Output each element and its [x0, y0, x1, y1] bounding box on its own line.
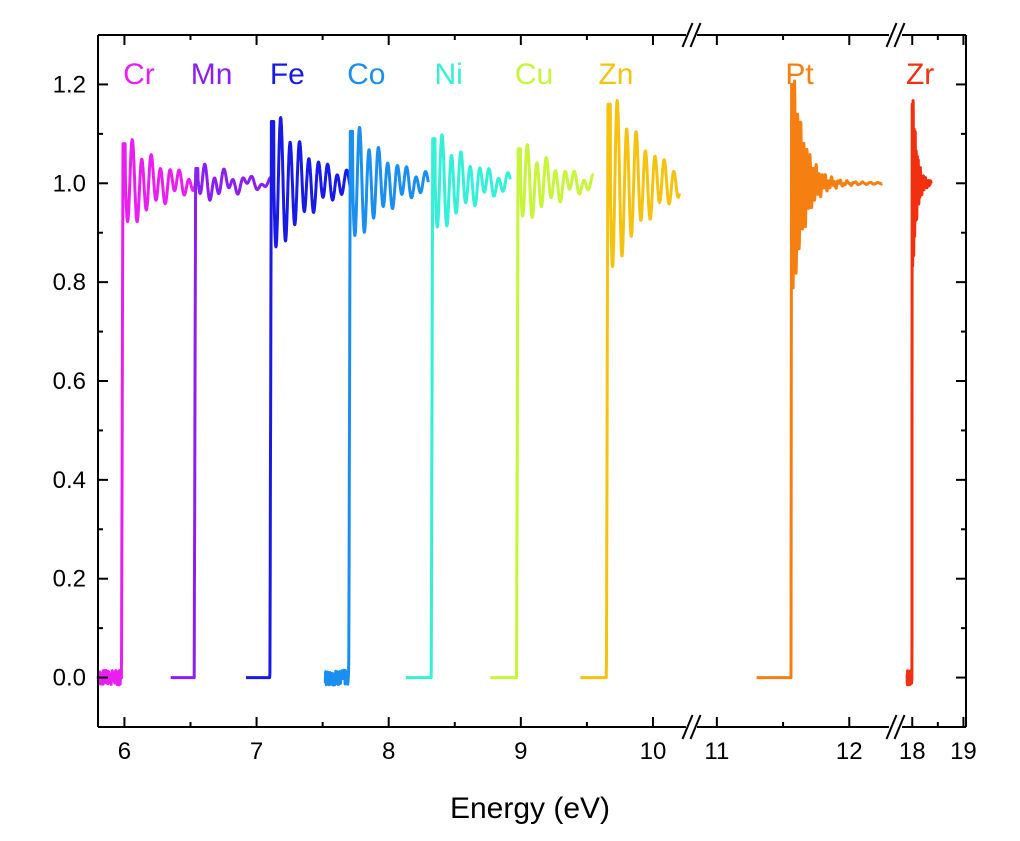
series-label-ni: Ni [435, 58, 463, 91]
x-tick-label: 12 [836, 738, 863, 765]
y-tick-label: 0.4 [53, 467, 86, 494]
x-tick-label: 7 [250, 738, 263, 765]
axis-break-mark [681, 714, 694, 740]
series-labels: Cr Mn Fe Co Ni Cu Zn Pt Zr [123, 58, 934, 91]
x-tick-label: 19 [950, 738, 977, 765]
series-label-zn: Zn [598, 58, 633, 91]
y-tick-label: 0.2 [53, 566, 86, 593]
series-line-mn [169, 162, 274, 680]
series-label-co: Co [347, 58, 385, 91]
series-label-cr: Cr [123, 58, 155, 91]
axis-break-mark [893, 22, 906, 48]
x-tick-label: 9 [514, 738, 527, 765]
series-line-cu [489, 143, 595, 680]
x-tick-label: 18 [899, 738, 926, 765]
series-label-zr: Zr [906, 58, 934, 91]
series-label-mn: Mn [191, 58, 233, 91]
x-tick-label: 10 [640, 738, 667, 765]
x-tick-label: 6 [118, 738, 131, 765]
x-tick-label: 11 [704, 738, 729, 765]
y-tick-label: 1.2 [53, 71, 86, 98]
series-line-co [323, 126, 430, 687]
x-tick-label: 8 [382, 738, 395, 765]
series-curves [96, 79, 933, 687]
series-label-fe: Fe [270, 58, 305, 91]
axis-break-mark [689, 22, 702, 48]
y-axis: 0.0 0.2 0.4 0.6 0.8 1.0 1.2 [53, 71, 966, 692]
series-line-zr [905, 99, 933, 687]
series-line-pt [755, 79, 884, 680]
x-axis: 6 7 8 9 10 11 12 18 19 [118, 35, 977, 765]
y-tick-label: 0.6 [53, 368, 86, 395]
series-line-ni [404, 133, 512, 680]
series-line-cr [96, 138, 199, 687]
series-label-cu: Cu [515, 58, 553, 91]
series-line-zn [579, 99, 681, 680]
y-tick-label: 0.8 [53, 269, 86, 296]
axis-break-mark [885, 714, 898, 740]
axis-break-mark [689, 714, 702, 740]
axis-break-mark [681, 22, 694, 48]
plot-frame [97, 22, 967, 740]
series-line-fe [244, 116, 353, 680]
x-axis-title: Energy (eV) [450, 792, 610, 825]
axis-break-mark [893, 714, 906, 740]
y-tick-label: 1.0 [53, 170, 86, 197]
y-tick-label: 0.0 [53, 665, 86, 692]
axis-break-mark [885, 22, 898, 48]
series-label-pt: Pt [785, 58, 814, 91]
